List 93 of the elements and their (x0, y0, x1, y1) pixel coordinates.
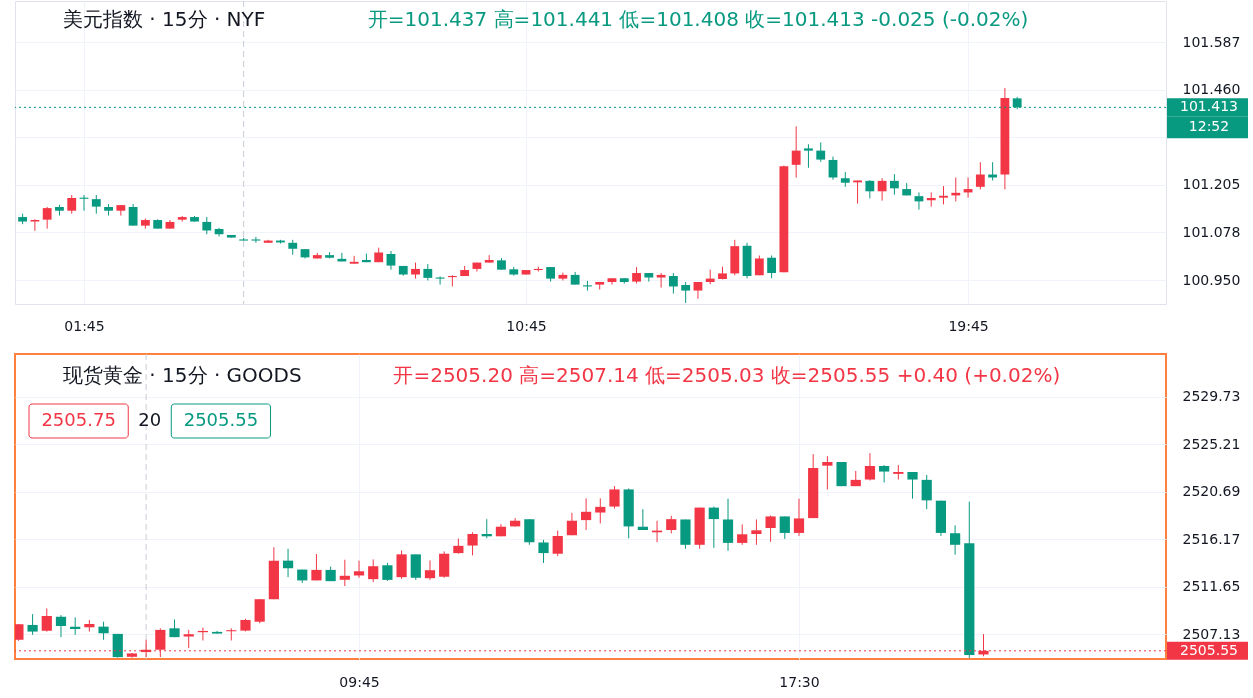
candlestick (767, 254, 777, 279)
annotation: 2505.55 (183, 409, 259, 430)
candlestick (609, 485, 620, 510)
y-tick-label: 101.460 (1182, 81, 1241, 98)
candlestick (410, 553, 421, 581)
candlestick (42, 206, 52, 230)
candlestick (816, 141, 826, 163)
candlestick (41, 607, 52, 633)
candlestick (435, 275, 445, 286)
y-tick-label: 2507.13 (1182, 625, 1241, 642)
text: 12:52 (1188, 118, 1230, 135)
candlestick (668, 272, 678, 295)
candlestick (722, 498, 734, 552)
y-tick-label: 2516.17 (1182, 530, 1241, 547)
candlestick (226, 627, 237, 642)
y-tick-label: 100.950 (1182, 271, 1241, 288)
candlestick (580, 497, 592, 531)
candlestick (877, 177, 887, 202)
annotation: 2505.75 (41, 409, 116, 430)
candlestick (975, 161, 985, 190)
y-tick-label: 2520.69 (1182, 483, 1241, 500)
chart-subtitle: 开=101.437 高=101.441 低=101.408 收=101.413 -0.025 (-0.02%) (367, 7, 1029, 31)
candlestick (893, 464, 904, 481)
candlestick (439, 550, 450, 579)
candlestick (708, 506, 719, 549)
x-tick-label: 17:30 (779, 673, 820, 690)
candlestick (27, 613, 38, 636)
x-tick-label: 10:45 (506, 317, 547, 334)
candlestick (791, 125, 801, 178)
candlestick (949, 524, 961, 556)
candlestick (765, 514, 776, 543)
candlestick (254, 598, 265, 624)
candlestick (681, 281, 691, 304)
candlestick (282, 548, 294, 578)
candlestick (552, 530, 563, 557)
candlestick (30, 218, 40, 232)
x-tick-label: 19:45 (948, 317, 989, 334)
candlestick (779, 515, 790, 540)
candlestick (467, 531, 478, 556)
candlestick (396, 549, 407, 580)
candlestick (828, 156, 838, 181)
candlestick (793, 498, 805, 537)
candlestick (524, 518, 535, 546)
candlestick (583, 280, 592, 292)
ref-line-label: 101.413 (1180, 98, 1238, 115)
candlestick (889, 173, 899, 196)
candlestick (656, 272, 666, 289)
ref-line-label: 2505.55 (1180, 641, 1238, 658)
y-tick-label: 101.587 (1182, 33, 1241, 50)
candlestick (822, 455, 833, 490)
candlestick (988, 161, 998, 181)
candlestick (311, 553, 322, 581)
candlestick (55, 614, 67, 638)
candlestick (67, 194, 77, 215)
candlestick (693, 281, 703, 300)
candlestick (864, 452, 876, 481)
candlestick (907, 471, 918, 500)
chart-title: 美元指数 · 15分 · NYF (63, 7, 266, 31)
candlestick (128, 203, 138, 227)
annotation: 20 (138, 409, 162, 430)
y-tick-label: 101.078 (1182, 223, 1241, 240)
candlestick (91, 194, 101, 215)
candlestick (637, 508, 648, 531)
y-tick-label: 2511.65 (1182, 578, 1241, 595)
candlestick (879, 464, 890, 483)
candlestick (926, 191, 936, 208)
candlestick (865, 179, 875, 199)
candlestick (386, 250, 396, 271)
candlestick (538, 539, 549, 564)
y-tick-label: 101.205 (1182, 176, 1241, 193)
candlestick (447, 274, 457, 287)
candlestick (98, 621, 109, 641)
candlestick (595, 497, 606, 524)
candlestick (607, 277, 617, 286)
candlestick (939, 185, 948, 205)
candlestick (368, 558, 379, 583)
text: 开=2505.20 高=2507.14 低=2505.03 收=2505.55 +0.40 (+0.02%) (393, 363, 1061, 387)
candlestick (183, 629, 194, 649)
candlestick (353, 560, 365, 579)
candlestick (853, 179, 862, 205)
x-tick-label: 09:45 (339, 673, 380, 690)
candlestick (737, 523, 748, 546)
text: 现货黄金 · 15分 · GOODS (63, 363, 302, 387)
candlestick (424, 559, 436, 581)
x-tick-label: 01:45 (64, 317, 105, 334)
y-tick-label: 2525.21 (1182, 435, 1241, 452)
candlestick (804, 143, 813, 169)
candlestick (921, 474, 932, 510)
y-tick-label: 2529.73 (1182, 388, 1241, 405)
candlestick (751, 518, 762, 546)
candlestick (251, 236, 261, 244)
candlestick (349, 255, 359, 265)
candlestick (339, 559, 350, 587)
